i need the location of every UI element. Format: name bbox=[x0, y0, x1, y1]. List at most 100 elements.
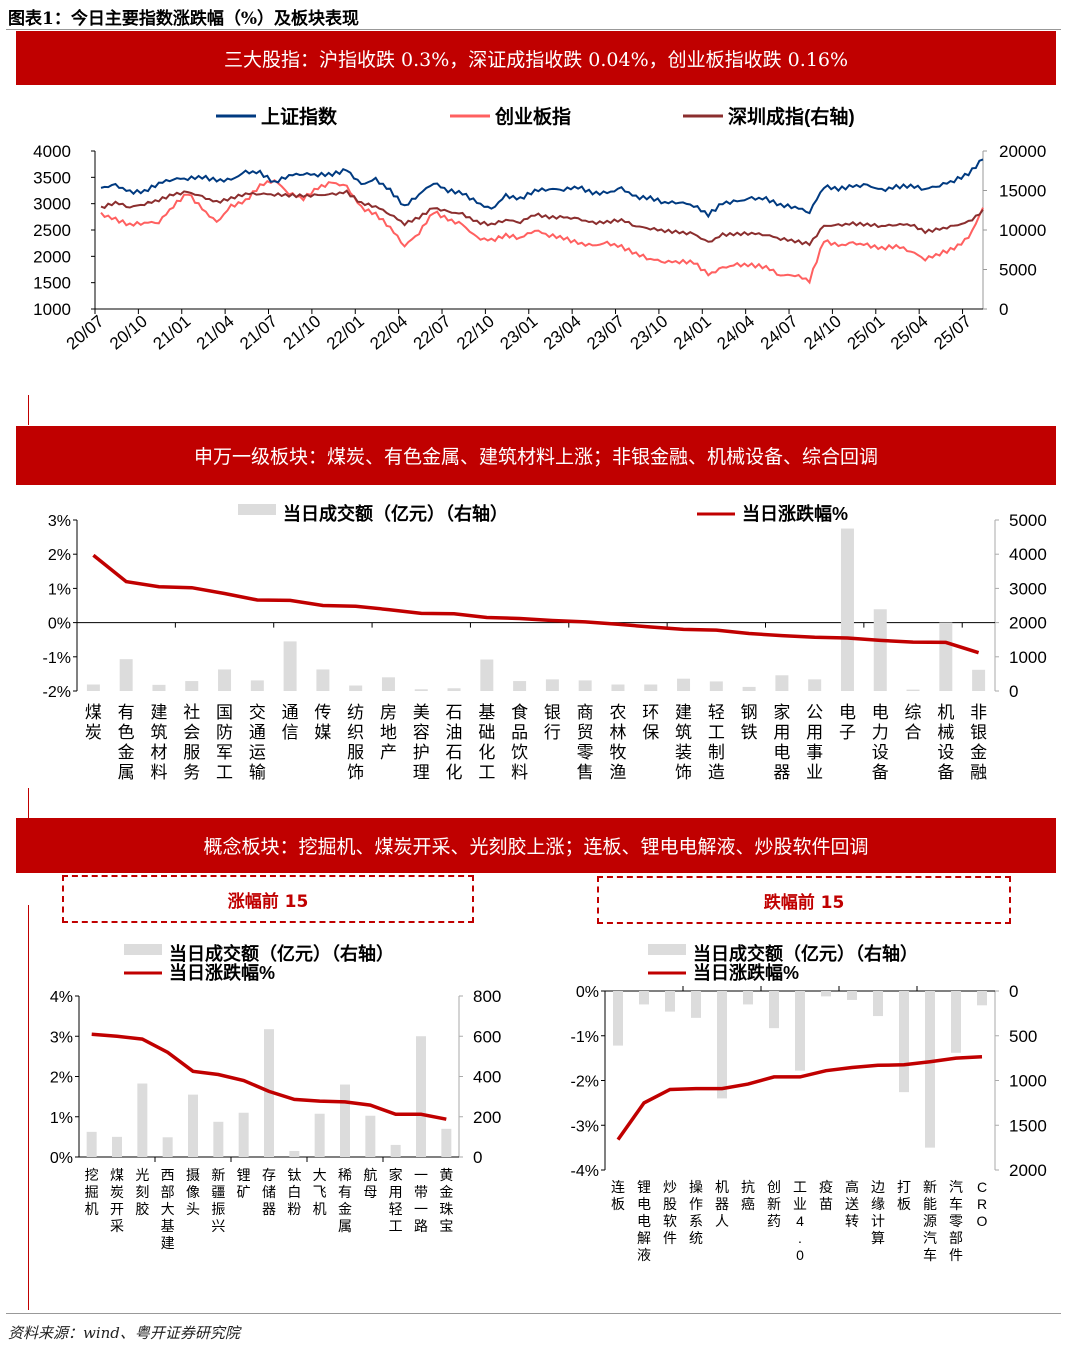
x-tick-label: 22/07 bbox=[410, 312, 455, 354]
category-label: 疫苗 bbox=[819, 1179, 833, 1212]
x-tick-label: 24/07 bbox=[757, 312, 802, 354]
category-label: 社会服务 bbox=[183, 703, 200, 782]
y-tick-label: 1% bbox=[50, 1110, 73, 1127]
y-tick-label: 3% bbox=[48, 513, 71, 530]
volume-bar bbox=[162, 1137, 173, 1157]
volume-bar bbox=[769, 991, 779, 1029]
category-label: 存储器 bbox=[262, 1167, 276, 1217]
volume-bar bbox=[289, 1150, 300, 1157]
volume-bar bbox=[340, 1084, 350, 1157]
y2-tick-label: 200 bbox=[473, 1108, 501, 1127]
x-tick-label: 22/01 bbox=[323, 312, 368, 354]
change-line bbox=[616, 1055, 983, 1141]
legend-label: 当日成交额（亿元）（右轴） bbox=[693, 943, 918, 964]
volume-bar bbox=[977, 991, 987, 1006]
y-tick-label: -1% bbox=[43, 650, 71, 667]
banner-sw: 申万一级板块：煤炭、有色金属、建筑材料上涨；非银金融、机械设备、综合回调 bbox=[16, 426, 1056, 485]
volume-bar bbox=[314, 1113, 325, 1157]
change-line bbox=[91, 1032, 447, 1121]
category-label: 传媒 bbox=[314, 703, 331, 742]
x-tick-label: 21/01 bbox=[150, 312, 195, 354]
y-tick-label: 0% bbox=[576, 984, 599, 1001]
category-label: 美容护理 bbox=[413, 703, 430, 782]
banner-concept: 概念板块：挖掘机、煤炭开采、光刻胶上涨；连板、锂电电解液、炒股软件回调 bbox=[16, 818, 1056, 873]
y-tick-label: 4% bbox=[50, 989, 73, 1006]
y2-tick-label: 15000 bbox=[999, 182, 1046, 201]
category-label: 打板 bbox=[897, 1179, 911, 1212]
y-tick-label: 3000 bbox=[33, 195, 71, 214]
x-tick-label: 23/10 bbox=[627, 312, 672, 354]
y-tick-label: 0% bbox=[48, 616, 71, 633]
volume-bar bbox=[250, 680, 264, 691]
legend-swatch bbox=[648, 944, 686, 955]
y-tick-label: 3500 bbox=[33, 168, 71, 187]
volume-bar bbox=[613, 991, 623, 1046]
volume-bar bbox=[873, 991, 883, 1017]
volume-bar bbox=[86, 684, 100, 691]
x-tick-label: 25/01 bbox=[844, 312, 889, 354]
y-tick-label: 2% bbox=[50, 1070, 73, 1087]
volume-bar bbox=[906, 689, 920, 691]
x-tick-label: 23/01 bbox=[497, 312, 542, 354]
volume-bar bbox=[873, 609, 887, 691]
y2-tick-label: 20000 bbox=[999, 142, 1046, 161]
y-tick-label: 2% bbox=[48, 547, 71, 564]
volume-bar bbox=[644, 684, 658, 691]
category-label: 机械设备 bbox=[937, 703, 954, 782]
accent-line bbox=[28, 395, 29, 425]
category-label: 大飞机 bbox=[313, 1167, 327, 1217]
y-tick-label: 2000 bbox=[33, 247, 71, 266]
y2-tick-label: 400 bbox=[473, 1068, 501, 1087]
losers-box: 跌幅前 15 bbox=[597, 876, 1011, 924]
volume-bar bbox=[390, 1144, 401, 1157]
category-label: 锂矿 bbox=[237, 1167, 251, 1200]
divider bbox=[6, 29, 1061, 30]
volume-bar bbox=[152, 684, 166, 691]
category-label: 黄金珠宝 bbox=[439, 1167, 453, 1234]
series-line-sse bbox=[100, 158, 984, 219]
volume-bar bbox=[238, 1112, 249, 1157]
volume-bar bbox=[416, 1036, 426, 1157]
volume-bar bbox=[112, 1136, 122, 1157]
legend-label: 当日成交额（亿元）（右轴） bbox=[169, 943, 394, 964]
category-label: 钛白粉 bbox=[287, 1167, 301, 1217]
y2-tick-label: 3000 bbox=[1009, 579, 1047, 598]
x-tick-label: 24/10 bbox=[800, 312, 845, 354]
y2-tick-label: 2000 bbox=[1009, 1161, 1047, 1180]
category-label: 一带一路 bbox=[414, 1167, 428, 1234]
category-label: 商贸零售 bbox=[577, 703, 594, 782]
volume-bar bbox=[188, 1094, 198, 1157]
category-label: 综合 bbox=[905, 703, 922, 742]
y-tick-label: -3% bbox=[571, 1118, 599, 1135]
category-label: 新疆振兴 bbox=[211, 1167, 225, 1234]
legend-label: 当日涨跌幅% bbox=[742, 503, 848, 524]
change-line bbox=[92, 553, 980, 655]
category-label: 银行 bbox=[544, 703, 561, 742]
legend-swatch bbox=[238, 504, 276, 515]
category-label: 挖掘机 bbox=[85, 1167, 99, 1217]
category-label: 摄像头 bbox=[186, 1167, 200, 1217]
volume-bar bbox=[743, 991, 753, 1005]
y2-tick-label: 4000 bbox=[1009, 545, 1047, 564]
volume-bar bbox=[441, 1128, 452, 1157]
legend-label: 当日成交额（亿元）（右轴） bbox=[283, 503, 508, 524]
category-label: 光刻胶 bbox=[135, 1167, 149, 1217]
volume-bar bbox=[717, 991, 727, 1099]
volume-bar bbox=[480, 659, 494, 691]
volume-bar bbox=[665, 991, 675, 1012]
category-label: 机器人 bbox=[715, 1179, 729, 1229]
volume-bar bbox=[545, 679, 559, 691]
x-tick-label: 24/01 bbox=[670, 312, 715, 354]
volume-bar bbox=[218, 669, 232, 691]
y2-tick-label: 0 bbox=[999, 300, 1008, 319]
y2-tick-label: 0 bbox=[473, 1148, 482, 1167]
x-tick-label: 22/04 bbox=[366, 312, 411, 354]
y-tick-label: 1% bbox=[48, 581, 71, 598]
volume-bar bbox=[709, 681, 723, 691]
volume-bar bbox=[972, 669, 986, 691]
category-label: 通信 bbox=[282, 703, 299, 742]
category-label: 轻工制造 bbox=[708, 703, 725, 782]
volume-bar bbox=[86, 1131, 97, 1157]
